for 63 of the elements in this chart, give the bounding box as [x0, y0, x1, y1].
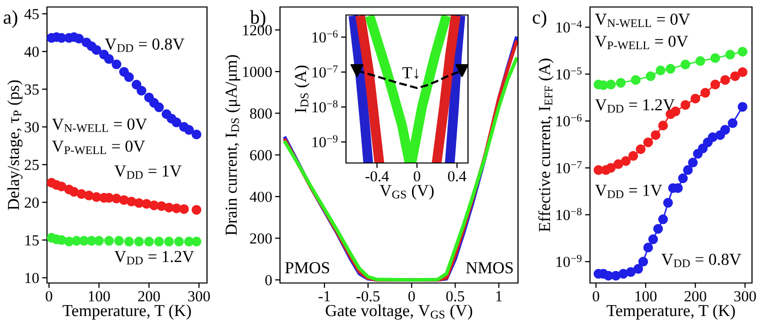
- annotation: V$_{DD}$ = 0.8V: [661, 254, 742, 268]
- annotation: PMOS: [285, 262, 330, 274]
- y-tick-label: 35: [24, 84, 39, 95]
- y-tick-label: 400: [250, 192, 272, 202]
- annotation: V$_{N-WELL}$ = 0V: [52, 118, 147, 132]
- annotation: V$_{N-WELL}$ = 0V: [595, 14, 690, 28]
- x-axis-title: Temperature, T (K): [62, 304, 191, 320]
- annotation: V$_{DD}$ = 1.2V: [595, 99, 675, 113]
- y-tick-label: 0: [265, 275, 272, 286]
- y-tick-label: 1000: [243, 66, 272, 78]
- y-tick-label: 10$^{−8}$: [312, 100, 338, 112]
- x-tick-label: 200: [138, 291, 160, 302]
- annotation: V$_{DD}$ = 1V: [114, 165, 182, 179]
- y-tick-label: 600: [250, 150, 272, 160]
- y-tick-label: 200: [250, 233, 272, 244]
- annotation: NMOS: [466, 262, 513, 274]
- y-tick-label: 15: [25, 235, 39, 246]
- x-tick-label: 100: [636, 291, 657, 302]
- y-tick-label: 10$^{−9}$: [312, 135, 338, 148]
- x-tick-label: -1: [318, 291, 330, 302]
- x-axis-title: Gate voltage, V$_{GS}$ (V): [326, 304, 472, 320]
- annotation: V$_{DD}$ = 0.8V: [104, 38, 184, 52]
- y-tick-label: 25: [24, 160, 39, 170]
- y-axis-title: Drain current, I$_{DS}$ (μA/μm): [225, 55, 240, 236]
- x-tick-label: 0: [46, 291, 52, 302]
- y-tick-label: 10$^{−9}$: [556, 254, 582, 267]
- y-tick-label: 10$^{−7}$: [556, 161, 582, 174]
- y-tick-label: 10$^{−4}$: [556, 20, 582, 33]
- y-axis-title: Delay/stage, τ$_{P}$ (ps): [7, 80, 23, 210]
- y-tick-label: 10$^{−5}$: [556, 67, 582, 80]
- x-tick-label: 300: [734, 291, 756, 302]
- annotation: V$_{P-WELL}$ = 0V: [595, 36, 688, 50]
- x-tick-label: 0.4: [448, 171, 466, 182]
- y-tick-label: 10$^{−8}$: [556, 208, 582, 220]
- y-tick-label: 20: [24, 197, 39, 208]
- y-axis-title: Effective current, I$_{EFF}$ (A): [538, 58, 554, 232]
- y-tick-label: 40: [24, 46, 39, 57]
- x-tick-label: 1: [496, 291, 502, 302]
- x-axis-title: Temperature, T (K): [606, 304, 735, 320]
- x-tick-label: -0.5: [356, 291, 380, 302]
- y-tick-label: 10$^{−7}$: [312, 65, 338, 78]
- chart-title: a): [4, 10, 18, 28]
- annotation: V$_{DD}$ = 1V: [595, 184, 662, 198]
- chart-title: c): [532, 10, 546, 28]
- x-tick-label: 0: [414, 171, 420, 182]
- y-tick-label: 10: [25, 272, 39, 284]
- annotation: T↓: [402, 67, 418, 79]
- x-tick-label: 100: [88, 291, 110, 302]
- y-axis-title: I$_{DS}$ (A): [294, 66, 310, 113]
- x-tick-label: 0: [408, 291, 415, 302]
- annotation: V$_{P-WELL}$ = 0V: [52, 140, 146, 154]
- x-tick-label: 200: [684, 291, 706, 302]
- y-tick-label: 45: [24, 9, 39, 20]
- x-axis-title: V$_{GS}$ (V): [380, 184, 434, 200]
- x-tick-label: -0.4: [365, 171, 389, 182]
- annotation: V$_{DD}$ = 1.2V: [114, 251, 194, 264]
- y-tick-label: 10$^{−6}$: [312, 30, 338, 43]
- y-tick-label: 30: [24, 122, 39, 132]
- x-tick-label: 0.5: [446, 291, 464, 302]
- y-tick-label: 800: [250, 108, 272, 119]
- y-tick-label: 10$^{−6}$: [556, 114, 582, 126]
- x-tick-label: 300: [188, 291, 210, 302]
- x-tick-label: 0: [592, 291, 600, 302]
